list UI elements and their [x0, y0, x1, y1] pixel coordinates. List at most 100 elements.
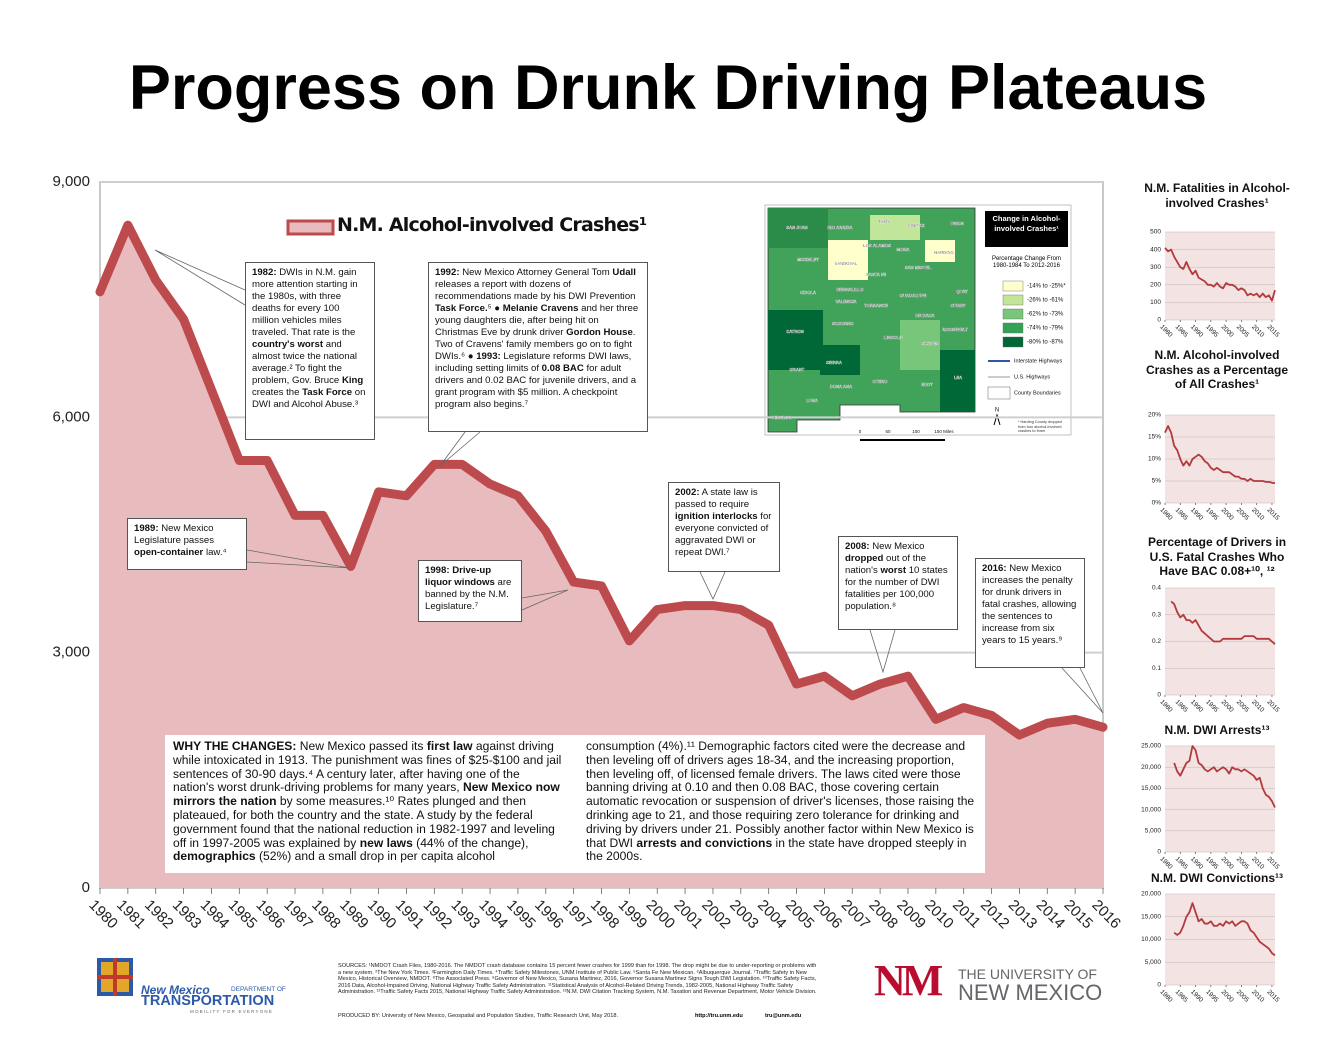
text-run: country's worst	[252, 339, 324, 350]
logo-cross	[97, 975, 133, 979]
dot-name: New Mexico	[141, 983, 210, 997]
text-run: New Mexico now mirrors the nation	[173, 780, 560, 809]
text-run: 2008:	[845, 541, 870, 552]
text-run: on DWI and Alcohol Abuse.³	[252, 387, 366, 410]
county-label: LEA	[954, 375, 962, 380]
x-tick-label: 1990	[1189, 699, 1204, 714]
x-tick-label: 1995	[1204, 856, 1219, 871]
y-tick-label: 0.2	[1152, 638, 1161, 645]
x-tick-label: 1984	[197, 897, 233, 933]
small-chart-title: N.M. DWI Convictions¹³	[1151, 871, 1283, 885]
county-label: CHAVES	[921, 341, 938, 346]
y-tick-label: 300	[1150, 264, 1161, 271]
x-tick-label: 2015	[1061, 897, 1097, 933]
x-tick-label: 2014	[1033, 897, 1069, 933]
text-run: releases a report with dozens of recomme…	[435, 279, 636, 302]
county-label: SANDOVAL	[834, 261, 858, 266]
y-tick-label: 10,000	[1141, 936, 1161, 943]
url: http://tru.unm.edu	[695, 1013, 743, 1019]
x-tick-label: 2008	[865, 897, 901, 933]
line	[1164, 247, 1276, 302]
text-run: Legislature reforms DWI laws, including …	[435, 351, 632, 374]
text-run: New Mexico Attorney General Tom	[459, 267, 613, 278]
line	[1170, 600, 1276, 645]
text-run: and her three young daughters die, after…	[435, 303, 639, 338]
x-tick-label: 2010	[1250, 699, 1265, 714]
map-note: * Harding County dropped from four alcoh…	[1018, 420, 1062, 433]
text-run: demographics	[173, 849, 256, 864]
x-tick-label: 1980	[1158, 324, 1173, 339]
line	[1173, 745, 1276, 808]
x-tick-label: 2011	[949, 897, 984, 932]
text-run: law.⁴	[203, 547, 227, 558]
scale-label: 100	[912, 429, 920, 434]
county-label: SIERRA	[826, 360, 842, 365]
county-label: EDDY	[921, 382, 933, 387]
county-label: DE BACA	[915, 313, 934, 318]
scale-label: 50	[885, 429, 891, 434]
county-label: CATRON	[786, 329, 804, 334]
text-run: New Mexico	[869, 541, 925, 552]
county-label: MCKINLEY	[797, 257, 819, 262]
x-tick-label: 2015	[1265, 699, 1280, 714]
county-area	[925, 240, 955, 262]
x-tick-label: 1987	[280, 897, 316, 933]
x-tick-label: 1983	[169, 897, 205, 933]
text-run: worst	[880, 565, 907, 576]
y-tick-label: 5,000	[1145, 959, 1162, 966]
county-label: SANTA FE	[866, 272, 887, 277]
x-tick-label: 2010	[1250, 989, 1265, 1004]
text-run: new laws	[359, 835, 413, 850]
county-label: LUNA	[806, 398, 818, 403]
x-tick-label: 1995	[1204, 699, 1219, 714]
x-tick-label: 1985	[1174, 856, 1189, 871]
x-tick-label: 2006	[810, 897, 846, 933]
produced-by: PRODUCED BY: University of New Mexico, G…	[338, 1013, 619, 1019]
x-tick-label: 2005	[1235, 699, 1250, 714]
y-tick-label: 10%	[1148, 456, 1161, 463]
text-run: ⁵ ●	[487, 303, 503, 314]
county-label: SOCORRO	[832, 321, 854, 326]
x-tick-label: 1990	[1189, 989, 1204, 1004]
county-label: UNION	[950, 221, 964, 226]
county-label: CURRY	[951, 303, 966, 308]
text-run: ignition interlocks	[675, 511, 758, 522]
legend-label: -26% to -61%	[1027, 298, 1064, 304]
x-tick-label: 1990	[1189, 507, 1204, 522]
x-tick-label: 1980	[85, 897, 121, 933]
text-run: and almost twice the national average.² …	[252, 339, 358, 386]
x-tick-label: 2005	[1235, 989, 1250, 1004]
annotation: 1992: New Mexico Attorney General Tom Ud…	[428, 262, 648, 432]
x-tick-label: 2012	[977, 897, 1013, 933]
text-run: against driving while intoxicated in 191…	[173, 739, 562, 795]
text-run: Udall	[612, 267, 636, 278]
leader	[521, 589, 569, 611]
text-run: (44% of the change),	[412, 835, 529, 850]
text-run: 0.08 BAC	[541, 363, 584, 374]
county-label: TAOS	[878, 219, 890, 224]
county-label: QUAY	[956, 289, 968, 294]
x-tick-label: 1986	[253, 897, 289, 933]
text-run: . Two of Cravens' family members go on t…	[435, 327, 636, 362]
x-tick-label: 2005	[1235, 507, 1250, 522]
leader	[246, 549, 351, 569]
legend-label: -80% to -87%	[1027, 340, 1064, 346]
x-tick-label: 1990	[1189, 324, 1204, 339]
county-area	[870, 215, 920, 240]
county-area	[820, 345, 860, 375]
x-tick-label: 2001	[670, 897, 706, 933]
x-tick-label: 2003	[726, 897, 762, 933]
annotation: 2002: A state law is passed to require i…	[668, 482, 780, 572]
county-label: DONA ANA	[830, 384, 852, 389]
scale-label: 0	[859, 429, 862, 434]
text-run: out of the nation's	[845, 553, 927, 576]
legend-label: U.S. Highways	[1014, 374, 1050, 380]
text-run: New Mexico increases the penalty for dru…	[982, 563, 1077, 646]
x-tick-label: 1980	[1158, 856, 1173, 871]
text-run: Task Force.	[435, 303, 488, 314]
legend-swatch	[1002, 308, 1024, 320]
x-tick-label: 1996	[531, 897, 567, 933]
text-run: King	[341, 375, 364, 386]
county-label: OTERO	[873, 379, 889, 384]
